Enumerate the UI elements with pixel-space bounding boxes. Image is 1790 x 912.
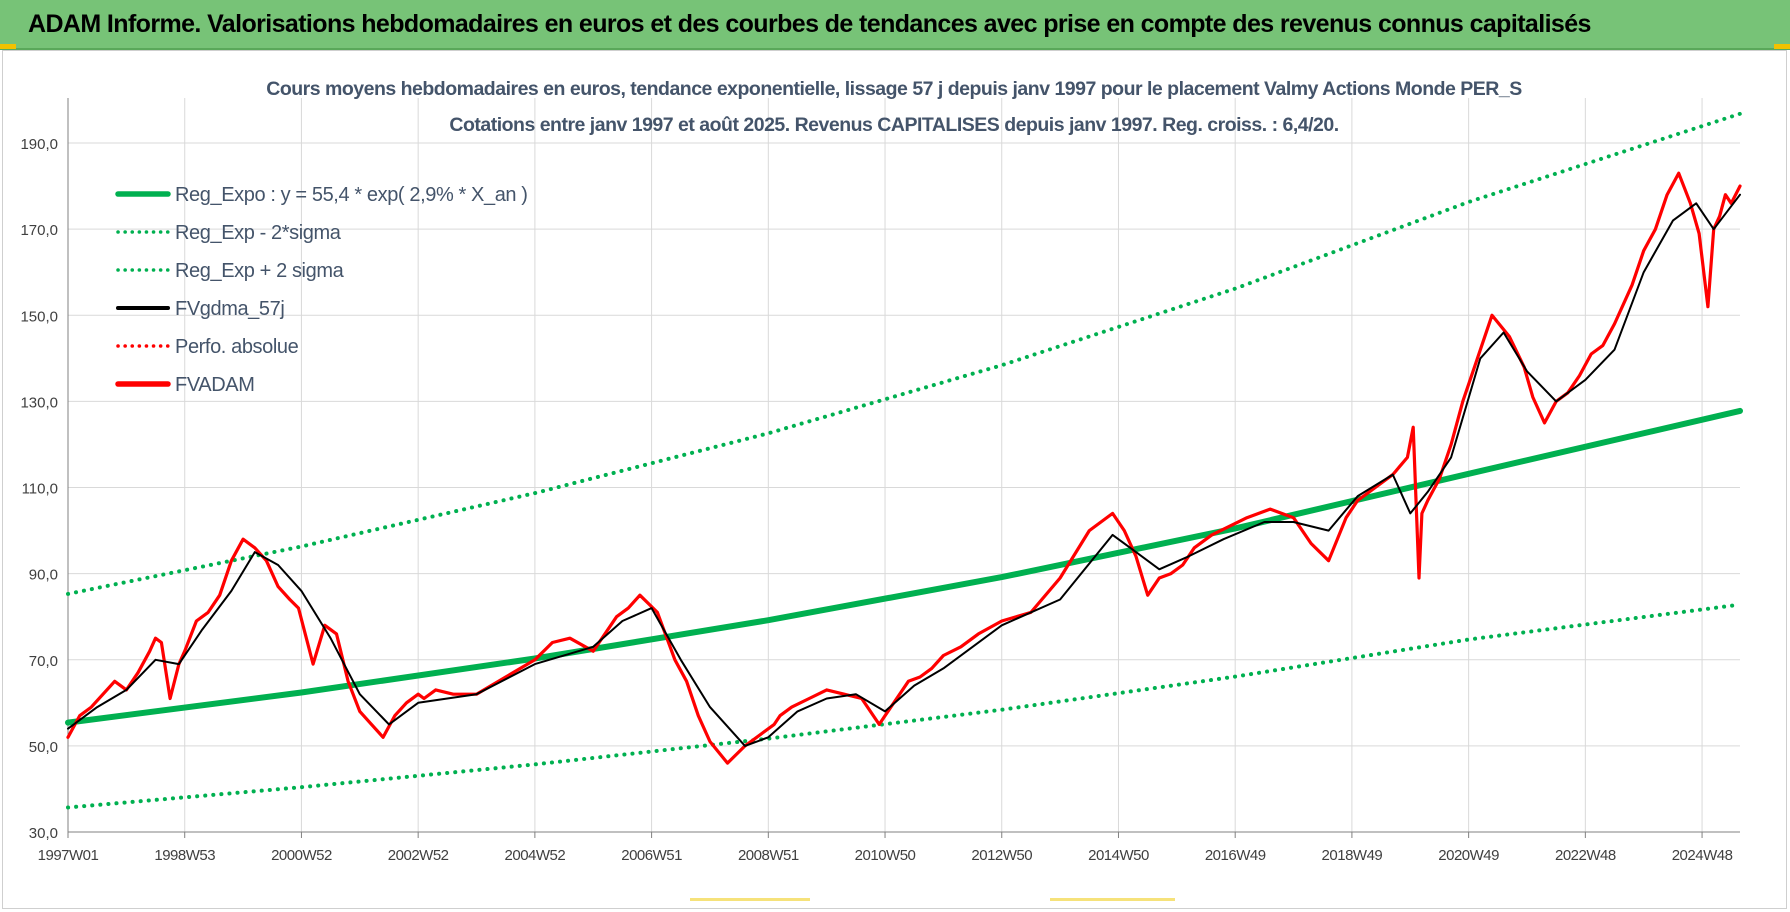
corner-mark-top-right: [1774, 44, 1790, 49]
x-tick-label: 2024W48: [1672, 847, 1733, 864]
x-tick-label: 2000W52: [271, 847, 332, 864]
x-tick-label: 2006W51: [621, 847, 682, 864]
bottom-mark-right: [1050, 898, 1175, 901]
x-tick-label: 2002W52: [388, 847, 449, 864]
legend-label: Reg_Exp + 2 sigma: [175, 260, 345, 282]
y-tick-label: 70,0: [29, 653, 58, 670]
x-tick-label: 2008W51: [738, 847, 799, 864]
series-fvadam: [66, 171, 1742, 765]
grid-layer: [67, 98, 1740, 833]
x-tick-label: 2022W48: [1555, 847, 1616, 864]
legend-label: Reg_Exp - 2*sigma: [175, 222, 342, 244]
chart-title: Cours moyens hebdomadaires en euros, ten…: [266, 78, 1522, 100]
series-reg-expo: [65, 407, 1743, 726]
y-tick-label: 50,0: [29, 739, 58, 756]
banner: ADAM Informe. Valorisations hebdomadaire…: [0, 0, 1790, 50]
bottom-mark-left: [690, 898, 810, 901]
series-layer: [65, 111, 1743, 810]
x-tick-label: 2020W49: [1438, 847, 1499, 864]
y-tick-label: 170,0: [20, 222, 58, 239]
legend-label: Perfo. absolue: [175, 336, 299, 358]
x-tick-label: 2018W49: [1322, 847, 1383, 864]
y-tick-label: 90,0: [29, 567, 58, 584]
axis-layer: 30,0 50,0 70,0 90,0 110,0 130,0 150,0 170,0 190,…: [20, 98, 1740, 864]
series-fvgdma-57j: [67, 193, 1741, 747]
legend-label: FVADAM: [175, 374, 254, 396]
x-tick-label: 1998W53: [154, 847, 215, 864]
x-tick-label: 2014W50: [1088, 847, 1149, 864]
y-tick-label: 190,0: [20, 136, 58, 153]
x-tick-label: 2010W50: [855, 847, 916, 864]
legend-layer: Reg_Expo : y = 55,4 * exp( 2,9% * X_an )…: [115, 184, 528, 396]
y-tick-label: 150,0: [20, 308, 58, 325]
chart-area-border: [2, 50, 1787, 909]
x-tick-label: 2012W50: [971, 847, 1032, 864]
y-tick-label: 30,0: [29, 825, 58, 842]
series-reg-exp-minus-2sigma: [66, 602, 1742, 810]
x-tick-label: 1997W01: [38, 847, 99, 864]
legend-label: Reg_Expo : y = 55,4 * exp( 2,9% * X_an ): [175, 184, 528, 206]
banner-title: ADAM Informe. Valorisations hebdomadaire…: [28, 10, 1591, 38]
legend-label: FVgdma_57j: [175, 298, 284, 320]
chart-subtitle: Cotations entre janv 1997 et août 2025. …: [449, 114, 1338, 136]
x-tick-label: 2004W52: [505, 847, 566, 864]
y-tick-label: 110,0: [22, 481, 58, 498]
y-tick-label: 130,0: [20, 394, 58, 411]
corner-mark-top-left: [0, 44, 16, 49]
x-tick-label: 2016W49: [1205, 847, 1266, 864]
